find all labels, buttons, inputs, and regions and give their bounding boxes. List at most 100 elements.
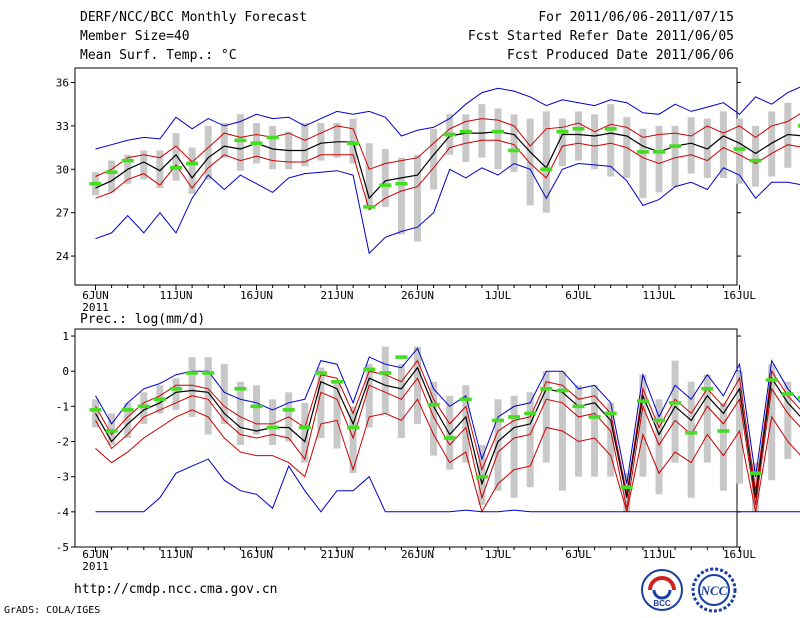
member-size: Member Size=40 <box>80 29 190 44</box>
panel2-xtick-label: 11JUL <box>642 548 675 561</box>
panel2-spread-box <box>269 399 277 446</box>
panel2-spread-box <box>414 346 421 424</box>
panel1-series-upper <box>95 113 800 177</box>
panel2-spread-box <box>124 402 132 438</box>
panel2-obs-mark <box>347 425 360 430</box>
panel2-obs-mark <box>781 392 794 396</box>
panel1-spread-box <box>204 125 212 180</box>
panel2-ytick-label: -3 <box>56 471 69 484</box>
panel1-obs-mark <box>250 141 263 146</box>
panel2-obs-mark <box>89 408 102 412</box>
panel2-xtick-label: 26JUN <box>401 548 434 561</box>
panel2-spread-box <box>253 385 260 435</box>
panel2-spread-box <box>591 385 599 477</box>
panel2-obs-mark <box>685 430 698 435</box>
panel1-xtick-label: 1JUL <box>485 289 512 302</box>
panel1-spread-box <box>736 118 743 184</box>
panel1-spread-box <box>655 125 663 193</box>
panel1-spread-box <box>349 118 357 164</box>
panel2-obs-mark <box>636 399 649 403</box>
panel1-spread-box <box>462 114 470 163</box>
panel2-obs-mark <box>588 415 601 419</box>
logo-ncc-text: NCC <box>700 583 728 598</box>
panel2-ytick-label: 1 <box>62 330 69 343</box>
panel2-series-mean <box>94 366 800 498</box>
panel2-spread-box <box>639 374 647 477</box>
forecast-period: For 2011/06/06-2011/07/15 <box>538 10 734 25</box>
panel1-spread-box <box>140 150 148 180</box>
panel2-spread-box <box>542 371 550 463</box>
panel1-spread-box <box>397 157 405 235</box>
panel2-spread-box <box>687 381 695 498</box>
panel2-spread-box <box>671 360 679 463</box>
panel1-spread-box <box>671 125 679 187</box>
panel1-spread-box <box>108 160 116 193</box>
panel2-spread-box <box>655 399 663 495</box>
panel2-spread-box <box>397 364 405 438</box>
panel1-obs-mark <box>669 144 682 148</box>
panel2-spread-box <box>220 364 228 424</box>
panel1-obs-mark <box>572 126 585 131</box>
panel2-obs-mark <box>749 471 762 475</box>
panel2-obs-mark <box>669 401 682 405</box>
panel2-series-lower <box>95 377 800 509</box>
source-url[interactable]: http://cmdp.ncc.cma.gov.cn <box>74 582 278 597</box>
panel2-ytick-label: -5 <box>56 541 69 554</box>
panel2-year-label: 2011 <box>82 560 109 573</box>
panel2-xtick-label: 6JUL <box>565 548 592 561</box>
panel2-spread-box <box>703 374 711 463</box>
panel1-ytick-label: 30 <box>56 163 69 176</box>
panel1-obs-mark <box>636 150 649 154</box>
panel1-xtick-label: 11JUL <box>642 289 675 302</box>
panel2-spread-box <box>607 402 615 477</box>
panel2-obs-mark <box>202 371 215 375</box>
panel2-obs-mark <box>186 371 199 375</box>
panel2-obs-mark <box>314 371 327 375</box>
panel2-obs-mark <box>492 418 504 423</box>
panel2-obs-mark <box>475 474 488 479</box>
panel2-spread-box <box>333 381 341 449</box>
panel1-xtick-label: 16JUN <box>240 289 273 302</box>
panel2-obs-mark <box>620 485 633 490</box>
panel1-obs-mark <box>604 126 617 131</box>
panel2-obs-mark <box>765 378 778 382</box>
panel2-series-max <box>95 347 800 484</box>
panel2-xtick-label: 11JUN <box>159 548 192 561</box>
panel2-obs-mark <box>331 379 343 384</box>
panel1-obs-mark <box>363 205 376 209</box>
panel2-ytick-label: -1 <box>56 400 69 413</box>
panel1-obs-mark <box>105 170 118 174</box>
panel2-ytick-label: -4 <box>56 506 70 519</box>
fcst-started-date: Fcst Started Refer Date 2011/06/05 <box>467 29 734 44</box>
cma-logo: BCC <box>641 569 683 611</box>
panel1-spread-box <box>301 122 309 167</box>
panel2-xtick-label: 1JUL <box>485 548 512 561</box>
panel2-ytick-label: 0 <box>62 365 69 378</box>
panel2-obs-mark <box>282 408 295 412</box>
panel1-spread-box <box>526 118 534 206</box>
panel1-ytick-label: 24 <box>56 250 70 263</box>
panel2-series-upper <box>95 359 800 495</box>
panel1-spread-box <box>719 111 727 178</box>
panel2-spread-box <box>381 346 389 414</box>
panel1-obs-mark <box>121 158 134 163</box>
panel1-obs-mark <box>186 161 199 166</box>
panel2-xtick-label: 16JUN <box>240 548 273 561</box>
panel2-series-lowest <box>95 398 800 514</box>
panel2-obs-mark <box>298 425 311 430</box>
panel2-obs-mark <box>427 402 440 407</box>
panel2-obs-mark <box>234 386 247 391</box>
panel1-spread-box <box>510 114 518 173</box>
panel1-obs-mark <box>379 183 392 187</box>
panel2-spread-box <box>575 385 582 477</box>
panel1-spread-box <box>365 143 373 206</box>
ncc-logo: NCC <box>691 567 737 613</box>
panel1-spread-box <box>430 128 438 190</box>
panel2-spread-box <box>92 399 99 428</box>
panel1-spread-box <box>542 111 550 213</box>
panel2-obs-mark <box>121 408 134 412</box>
panel2-obs-mark <box>250 404 263 409</box>
panel2-obs-mark <box>604 411 617 416</box>
logo-bcc-text: BCC <box>653 599 671 608</box>
panel2-series-min <box>95 458 800 513</box>
